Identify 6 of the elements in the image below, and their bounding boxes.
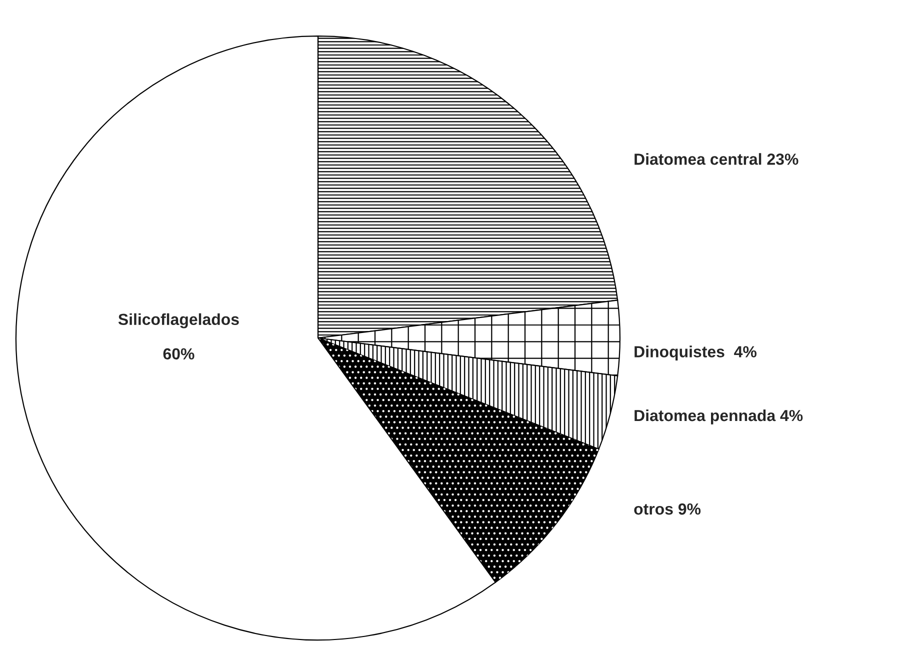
slice-label: Silicoflagelados	[118, 313, 239, 328]
slice-label: Dinoquistes 4%	[634, 346, 756, 361]
slice-label: Diatomea pennada 4%	[634, 409, 803, 424]
slice-label: Diatomea central 23%	[634, 153, 798, 165]
slice-label: otros 9%	[634, 503, 701, 515]
data-label: 60%	[163, 348, 194, 360]
